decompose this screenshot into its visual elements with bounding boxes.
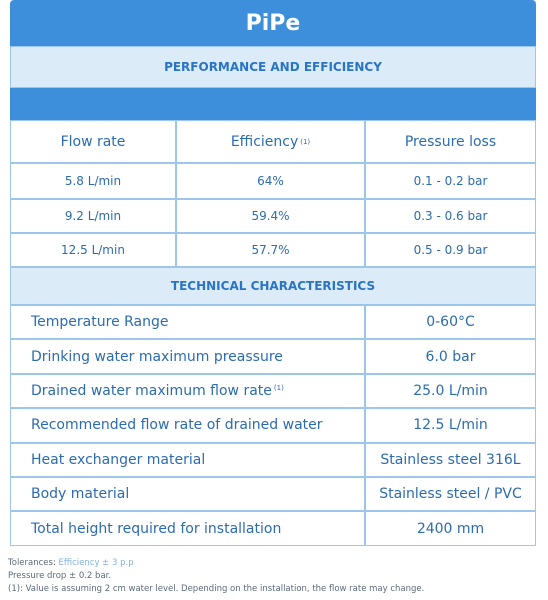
title: PiPe [10, 0, 536, 46]
tolerance-note: Tolerances: Efficiency ± 3 p.p [8, 558, 134, 568]
spec-value: 6.0 bar [365, 339, 536, 374]
spec-value: 12.5 L/min [365, 408, 536, 443]
section-title: TECHNICAL CHARACTERISTICS [10, 267, 536, 305]
column-header: Efficiency (1) [176, 120, 365, 163]
label-text: Body material [31, 486, 130, 503]
header-text: Flow rate [60, 133, 126, 150]
note-value: Efficiency ± 3 p.p [58, 558, 134, 568]
table-cell: 64% [176, 163, 365, 199]
spec-value: 25.0 L/min [365, 373, 536, 409]
footnote-ref: (1) [273, 383, 284, 392]
label-text: Drained water maximum flow rate [31, 382, 272, 399]
spec-value: 2400 mm [365, 511, 536, 546]
spec-label: Drinking water maximum preassure [10, 339, 365, 374]
spec-label: Temperature Range [10, 305, 365, 340]
spec-value: Stainless steel / PVC [365, 477, 536, 512]
footnote: Pressure drop ± 0.2 bar. [8, 571, 112, 581]
label-text: Recommended flow rate of drained water [31, 417, 323, 434]
table-cell: 57.7% [176, 233, 365, 267]
table-cell: 0.1 - 0.2 bar [365, 163, 536, 199]
spec-label: Body material [10, 477, 365, 512]
table-cell: 59.4% [176, 199, 365, 233]
label-text: Temperature Range [31, 314, 169, 331]
table-cell: 5.8 L/min [10, 163, 176, 199]
section-band [10, 88, 536, 120]
spec-value: 0-60°C [365, 305, 536, 340]
note-label: Tolerances: [8, 558, 56, 568]
spec-label: Recommended flow rate of drained water [10, 408, 365, 443]
footnote: (1): Value is assuming 2 cm water level.… [8, 584, 425, 594]
header-text: Pressure loss [404, 133, 497, 150]
spec-label: Drained water maximum flow rate (1) [10, 373, 365, 409]
label-text: Heat exchanger material [31, 451, 206, 468]
column-header: Pressure loss [365, 120, 536, 163]
label-text: Drinking water maximum preassure [31, 348, 283, 365]
spec-value: Stainless steel 316L [365, 442, 536, 477]
spec-label: Heat exchanger material [10, 442, 365, 477]
spec-label: Total height required for installation [10, 511, 365, 546]
header-text: Efficiency [230, 133, 299, 150]
column-header: Flow rate [10, 120, 176, 163]
table-cell: 0.3 - 0.6 bar [365, 199, 536, 233]
table-cell: 9.2 L/min [10, 199, 176, 233]
label-text: Total height required for installation [31, 520, 282, 537]
section-title: PERFORMANCE AND EFFICIENCY [10, 46, 536, 88]
table-cell: 12.5 L/min [10, 233, 176, 267]
table-cell: 0.5 - 0.9 bar [365, 233, 536, 267]
footnote-ref: (1) [300, 137, 311, 146]
